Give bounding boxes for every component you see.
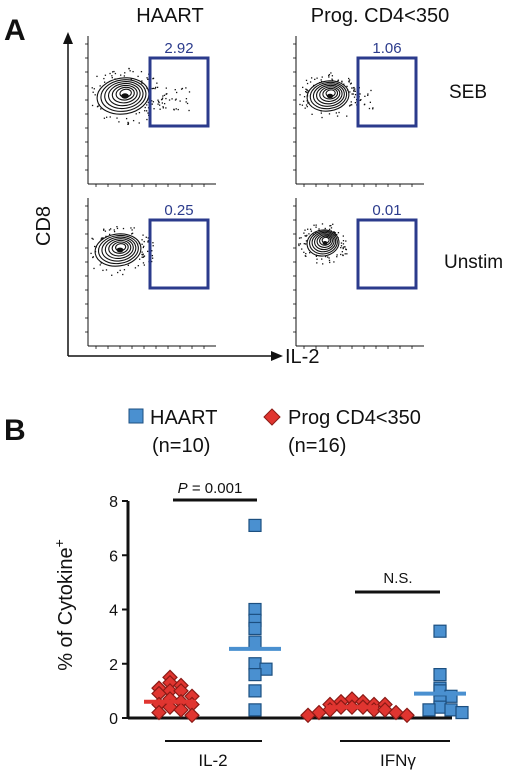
x-axis-arrow-icon — [271, 351, 283, 361]
point-haart-ifng — [433, 624, 447, 638]
point-haart-il2 — [248, 621, 262, 636]
flow-plot-3: 0.01 — [293, 198, 424, 349]
gate-box — [148, 56, 210, 128]
legend-haart-name: HAART — [150, 407, 217, 429]
point-haart-il2 — [248, 602, 262, 617]
point-haart-il2 — [248, 518, 262, 533]
flow-plot-2: 0.25 — [85, 198, 216, 349]
gate-value: 0.25 — [164, 202, 193, 219]
point-haart-ifng — [422, 703, 436, 717]
panel-a-label: A — [4, 14, 26, 47]
point-haart-il2 — [259, 662, 273, 676]
gate-box — [148, 218, 210, 290]
y-axis-label-cytokine: % of Cytokine+ — [51, 539, 77, 671]
category-label-il2: IL-2 — [198, 751, 227, 770]
panel-a-axes — [63, 32, 283, 361]
y-axis-label-cd8: CD8 — [33, 206, 55, 246]
point-prog-il2 — [173, 702, 189, 718]
point-prog-il2 — [184, 707, 200, 724]
legend-haart-n: (n=10) — [152, 435, 210, 457]
legend-prog-name: Prog CD4<350 — [288, 407, 421, 429]
flow-plot-1: 1.06 — [293, 36, 424, 187]
x-axis-label-il2: IL-2 — [285, 346, 319, 368]
point-haart-il2 — [248, 657, 262, 671]
y-axis-arrow-icon — [63, 32, 73, 44]
category-label-ifng: IFNγ — [380, 751, 416, 770]
y-tick-label: 8 — [109, 494, 118, 511]
y-tick-label: 6 — [109, 548, 118, 565]
legend-prog-n: (n=16) — [288, 435, 346, 457]
gate-value: 0.01 — [372, 202, 401, 219]
point-haart-ifng — [433, 700, 447, 714]
legend-prog-marker — [263, 408, 281, 426]
point-haart-ifng — [444, 703, 458, 717]
point-prog-ifng — [377, 702, 393, 718]
flow-plot-0: 2.92 — [85, 36, 216, 187]
chart-marks — [144, 518, 469, 724]
point-haart-ifng — [433, 667, 447, 682]
significance-il2: P = 0.001 — [178, 480, 243, 497]
significance-ifng: N.S. — [383, 570, 412, 587]
point-prog-il2 — [151, 704, 167, 721]
gate-value: 2.92 — [164, 40, 193, 57]
point-haart-il2 — [248, 703, 262, 717]
row-label-unstim: Unstim — [444, 252, 503, 273]
point-haart-ifng — [455, 705, 469, 720]
point-prog-ifng — [311, 704, 327, 721]
column-header-haart: HAART — [136, 5, 203, 27]
flow-plots: 2.92 1.06 0.25 0.01 — [85, 36, 424, 349]
panel-b-label: B — [4, 414, 26, 447]
point-haart-il2 — [248, 684, 262, 698]
y-tick-label: 4 — [109, 603, 118, 620]
legend: HAART (n=10) Prog CD4<350 (n=16) — [128, 407, 421, 457]
gate-value: 1.06 — [372, 40, 401, 57]
row-label-seb: SEB — [449, 82, 487, 103]
point-prog-ifng — [388, 704, 404, 721]
point-haart-il2 — [248, 635, 262, 649]
legend-haart-marker — [128, 408, 144, 424]
point-prog-ifng — [300, 707, 316, 724]
column-header-prog: Prog. CD4<350 — [311, 5, 449, 27]
y-tick-label: 2 — [109, 657, 118, 674]
point-haart-il2 — [248, 667, 262, 682]
gate-box — [356, 218, 418, 290]
y-tick-label: 0 — [109, 711, 118, 728]
point-prog-ifng — [399, 707, 415, 724]
gate-box — [356, 56, 418, 128]
